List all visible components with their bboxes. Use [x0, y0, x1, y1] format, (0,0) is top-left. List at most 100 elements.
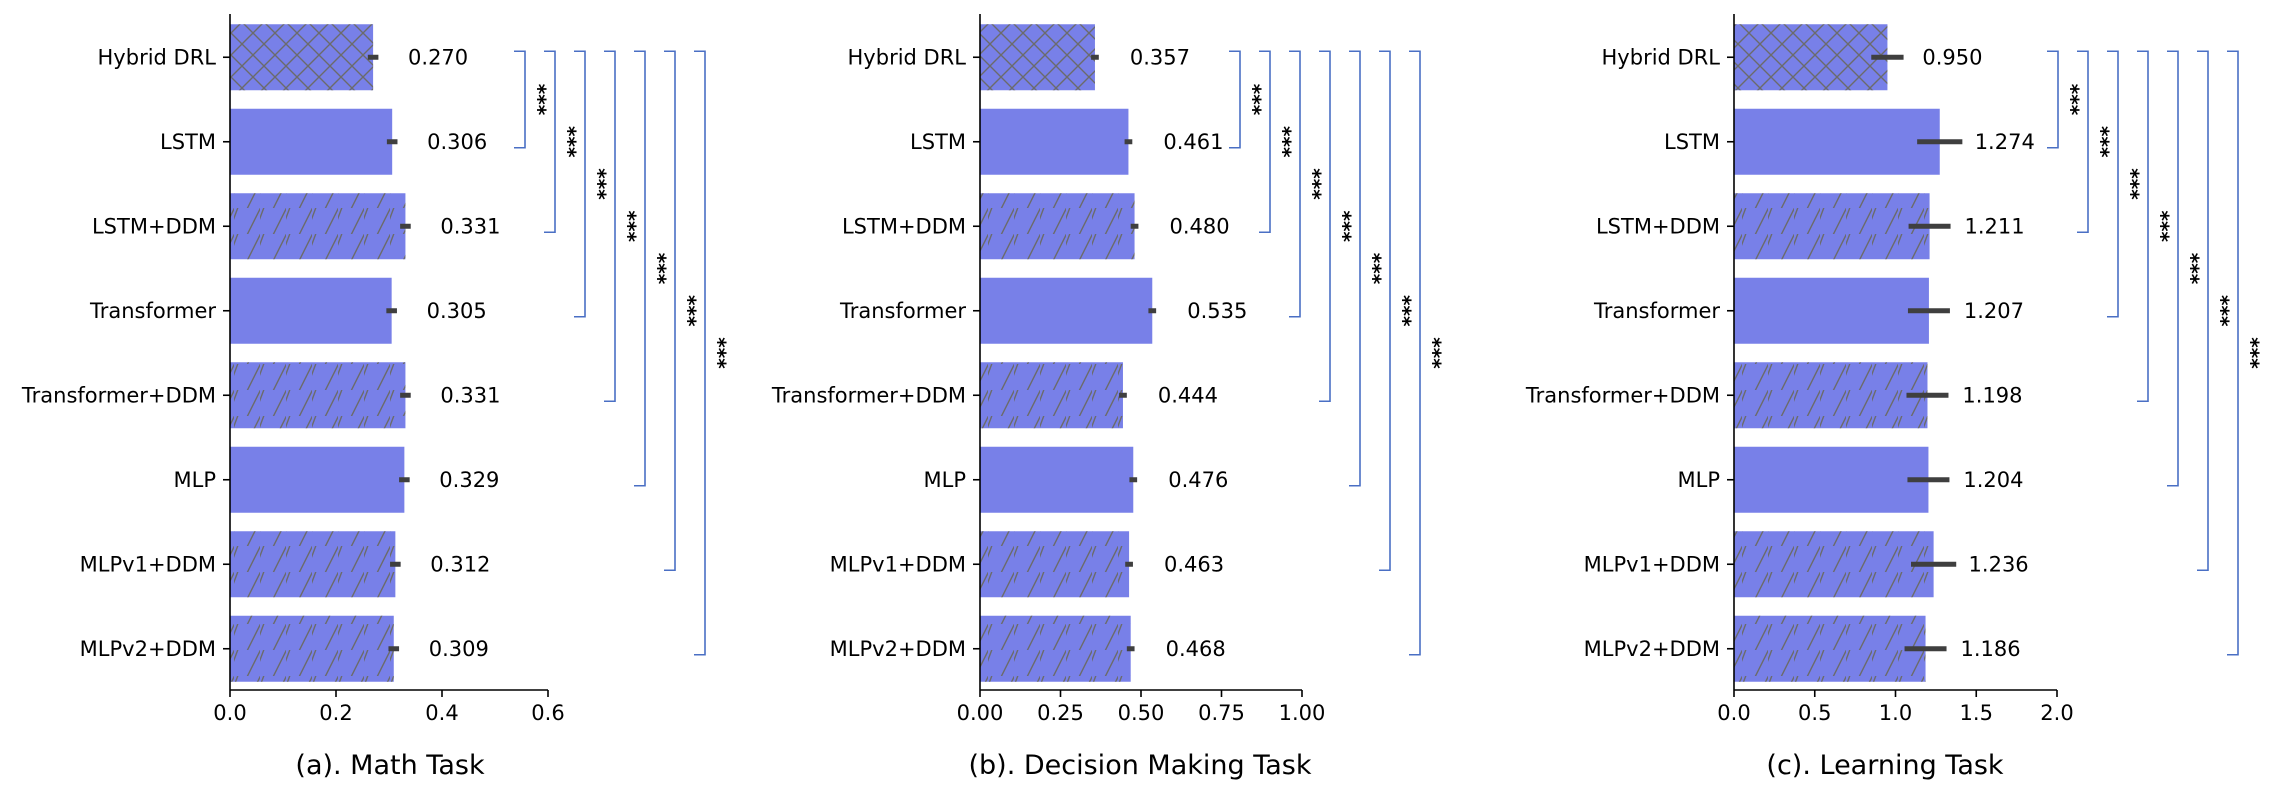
category-label: LSTM+DDM: [92, 214, 216, 238]
category-label: Transformer+DDM: [771, 383, 966, 407]
x-tick-label: 0.25: [1037, 701, 1084, 725]
category-label: MLPv2+DDM: [1584, 637, 1720, 661]
panel-title: (b). Decision Making Task: [969, 750, 1312, 781]
bar-mlp: [1734, 446, 1929, 513]
significance-label: ***: [647, 253, 671, 285]
bar-hatch-cross: [230, 24, 374, 91]
significance-label: ***: [2210, 295, 2234, 327]
significance-bracket: [604, 50, 616, 403]
significance-label: ***: [557, 126, 581, 158]
significance-bracket: [574, 50, 586, 318]
significance-bracket: [2137, 50, 2149, 403]
significance-bracket: [2197, 50, 2209, 572]
category-label: Hybrid DRL: [848, 45, 967, 69]
x-tick-label: 0.0: [213, 701, 246, 725]
value-label: 1.211: [1965, 214, 2025, 238]
bar-hatch-diagonal: [230, 531, 396, 598]
category-label: Hybrid DRL: [98, 45, 217, 69]
bar-transformer: [230, 277, 392, 344]
category-label: Transformer+DDM: [21, 383, 216, 407]
significance-bracket: [664, 50, 676, 572]
significance-bracket: [1259, 50, 1271, 234]
significance-label: ***: [677, 295, 701, 327]
x-tick-label: 0.0: [1717, 701, 1750, 725]
value-label: 0.270: [408, 45, 468, 69]
significance-bracket: [1229, 50, 1241, 149]
bar-hatch-diagonal: [1734, 615, 1926, 682]
value-label: 0.480: [1169, 214, 1229, 238]
value-label: 0.305: [427, 299, 487, 323]
bar-hatch-diagonal: [1734, 193, 1930, 260]
significance-bracket: [694, 50, 706, 656]
category-label: MLPv1+DDM: [1584, 552, 1720, 576]
panel-title: (c). Learning Task: [1766, 750, 2004, 781]
significance-bracket: [514, 50, 526, 149]
significance-label: ***: [2180, 253, 2204, 285]
x-tick-label: 0.4: [425, 701, 458, 725]
x-tick-label: 0.6: [531, 701, 564, 725]
significance-label: ***: [2060, 84, 2084, 116]
significance-label: ***: [1392, 295, 1416, 327]
x-tick-label: 1.5: [1960, 701, 1993, 725]
value-label: 0.463: [1164, 552, 1224, 576]
bar-transformer: [1734, 277, 1929, 344]
significance-label: ***: [617, 211, 641, 243]
category-label: LSTM: [160, 130, 216, 154]
category-label: MLPv1+DDM: [830, 552, 966, 576]
x-tick-label: 1.00: [1279, 701, 1326, 725]
category-label: LSTM: [1664, 130, 1720, 154]
value-label: 0.306: [427, 130, 487, 154]
value-label: 0.312: [430, 552, 490, 576]
bar-lstm: [980, 108, 1129, 175]
x-tick-label: 0.00: [957, 701, 1004, 725]
bar-transformer: [980, 277, 1153, 344]
bar-lstm: [230, 108, 393, 175]
panel-title: (a). Math Task: [295, 750, 485, 781]
significance-label: ***: [2120, 168, 2144, 200]
bar-hatch-diagonal: [1734, 362, 1928, 429]
significance-bracket: [1379, 50, 1391, 572]
significance-label: ***: [1362, 253, 1386, 285]
bar-hatch-diagonal: [1734, 531, 1934, 598]
category-label: Hybrid DRL: [1602, 45, 1721, 69]
panel-decision-making-task: 0.357 Hybrid DRL 0.461 LSTM 0.480 LSTM+DDM 0.5…: [771, 14, 1446, 781]
significance-bracket: [1319, 50, 1331, 403]
bar-hatch-cross: [1734, 24, 1888, 91]
value-label: 1.186: [1960, 637, 2020, 661]
category-label: LSTM+DDM: [842, 214, 966, 238]
bar-hatch-diagonal: [980, 362, 1123, 429]
x-tick-label: 0.75: [1198, 701, 1245, 725]
significance-label: ***: [707, 337, 731, 369]
significance-bracket: [2047, 50, 2059, 149]
significance-label: ***: [2240, 337, 2264, 369]
significance-bracket: [544, 50, 556, 234]
value-label: 0.476: [1168, 468, 1228, 492]
bar-hatch-diagonal: [230, 362, 406, 429]
significance-label: ***: [1272, 126, 1296, 158]
value-label: 0.535: [1187, 299, 1247, 323]
significance-bracket: [2227, 50, 2239, 656]
significance-label: ***: [2150, 211, 2174, 243]
significance-bracket: [2077, 50, 2089, 234]
bar-hatch-diagonal: [980, 531, 1130, 598]
bar-hatch-cross: [980, 24, 1095, 91]
category-label: LSTM+DDM: [1596, 214, 1720, 238]
category-label: Transformer: [1593, 299, 1720, 323]
significance-label: ***: [1242, 84, 1266, 116]
significance-bracket: [1289, 50, 1301, 318]
bar-hatch-diagonal: [980, 615, 1131, 682]
category-label: MLP: [1678, 468, 1720, 492]
category-label: MLPv2+DDM: [80, 637, 216, 661]
value-label: 0.444: [1158, 383, 1218, 407]
category-label: Transformer: [89, 299, 216, 323]
panel-math-task: 0.270 Hybrid DRL 0.306 LSTM 0.331 LSTM+DDM 0.3…: [21, 14, 731, 781]
value-label: 0.329: [439, 468, 499, 492]
category-label: LSTM: [910, 130, 966, 154]
value-label: 0.331: [440, 383, 500, 407]
significance-label: ***: [587, 168, 611, 200]
category-label: Transformer+DDM: [1525, 383, 1720, 407]
value-label: 1.204: [1963, 468, 2023, 492]
x-tick-label: 0.50: [1118, 701, 1165, 725]
x-tick-label: 2.0: [2040, 701, 2073, 725]
